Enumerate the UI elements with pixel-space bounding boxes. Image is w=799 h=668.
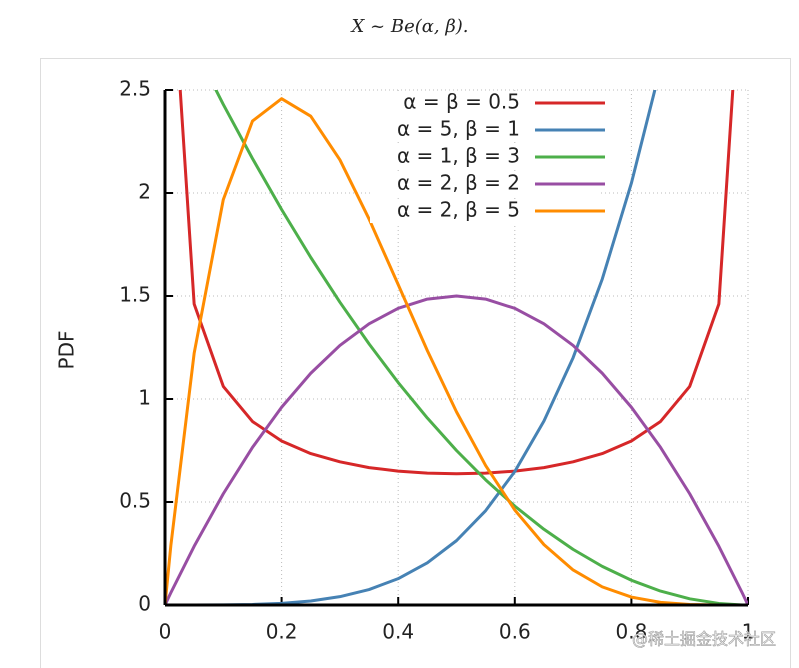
line — [178, 90, 735, 476]
legend-label: α = 1, β = 3 — [397, 144, 520, 168]
y-tick-label: 1 — [138, 386, 151, 410]
legend-label: α = 2, β = 5 — [397, 198, 520, 222]
x-tick-label: 0 — [159, 620, 172, 644]
y-tick-label: 0 — [138, 592, 151, 616]
line — [165, 294, 748, 606]
y-tick-label: 1.5 — [119, 283, 151, 307]
y-tick-label: 2 — [138, 180, 151, 204]
y-tick-label: 2.5 — [119, 77, 151, 101]
legend-label: α = 2, β = 2 — [397, 171, 520, 195]
x-tick-label: 0.6 — [499, 620, 531, 644]
x-tick-label: 0.8 — [615, 620, 647, 644]
legend-label: α = 5, β = 1 — [397, 117, 520, 141]
y-axis-label: PDF — [55, 331, 79, 370]
line — [165, 97, 748, 606]
x-tick-label: 0.4 — [382, 620, 414, 644]
caption: X ~ Be(α, β). — [350, 16, 469, 37]
x-tick-label: 1 — [742, 620, 755, 644]
watermark: @稀土掘金技术社区 — [632, 630, 776, 649]
y-tick-label: 0.5 — [119, 489, 151, 513]
x-tick-label: 0.2 — [266, 620, 298, 644]
line — [214, 90, 748, 606]
legend-label: α = β = 0.5 — [403, 90, 520, 114]
